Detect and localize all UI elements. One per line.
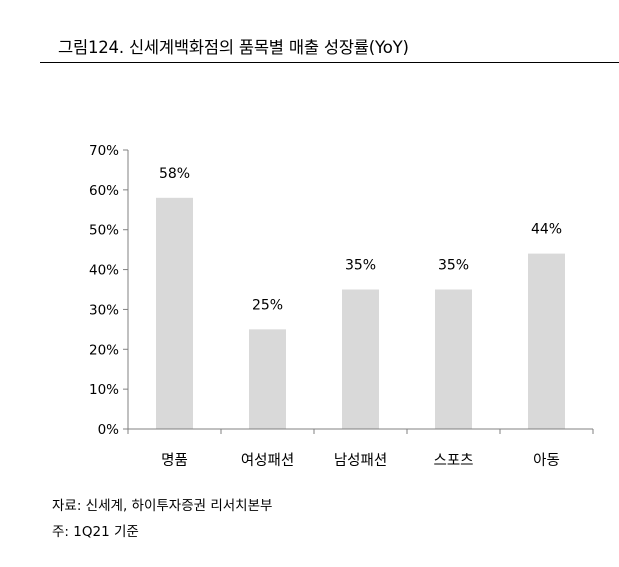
bar-5 (528, 253, 565, 429)
data-labels: 58% 25% 35% 35% 44% (159, 166, 562, 314)
bar-2 (249, 329, 286, 429)
title-rule (40, 62, 619, 63)
y-tick-label: 0% (98, 422, 120, 438)
data-label-2: 25% (252, 297, 283, 313)
category-labels: 명품 여성패션 남성패션 스포츠 아동 (161, 452, 560, 469)
bar-4 (435, 289, 472, 429)
bar-3 (342, 289, 379, 429)
y-tick-label: 60% (89, 183, 119, 199)
basis-note: 주: 1Q21 기준 (52, 524, 139, 540)
data-label-4: 35% (438, 258, 469, 274)
y-tick-label: 10% (89, 382, 119, 398)
source-note: 자료: 신세계, 하이투자증권 리서치본부 (52, 498, 273, 514)
y-tick-label: 30% (89, 302, 119, 318)
category-label-5: 아동 (533, 452, 560, 469)
bars (156, 197, 565, 429)
y-tick-label: 70% (89, 143, 119, 159)
y-tick-label: 40% (89, 263, 119, 279)
data-label-3: 35% (345, 258, 376, 274)
x-axis (127, 428, 594, 434)
y-tick-label: 20% (89, 342, 119, 358)
bar-1 (156, 197, 193, 429)
data-label-5: 44% (531, 222, 562, 238)
category-label-4: 스포츠 (433, 453, 473, 469)
category-label-1: 명품 (161, 452, 188, 469)
category-label-3: 남성패션 (334, 452, 387, 469)
y-tick-label: 50% (89, 223, 119, 239)
y-axis-ticks: 0% 10% 20% 30% 40% 50% 60% 70% (89, 143, 128, 438)
figure-title: 그림124. 신세계백화점의 품목별 매출 성장률(YoY) (58, 38, 409, 57)
data-label-1: 58% (159, 166, 190, 182)
category-label-2: 여성패션 (241, 452, 294, 469)
